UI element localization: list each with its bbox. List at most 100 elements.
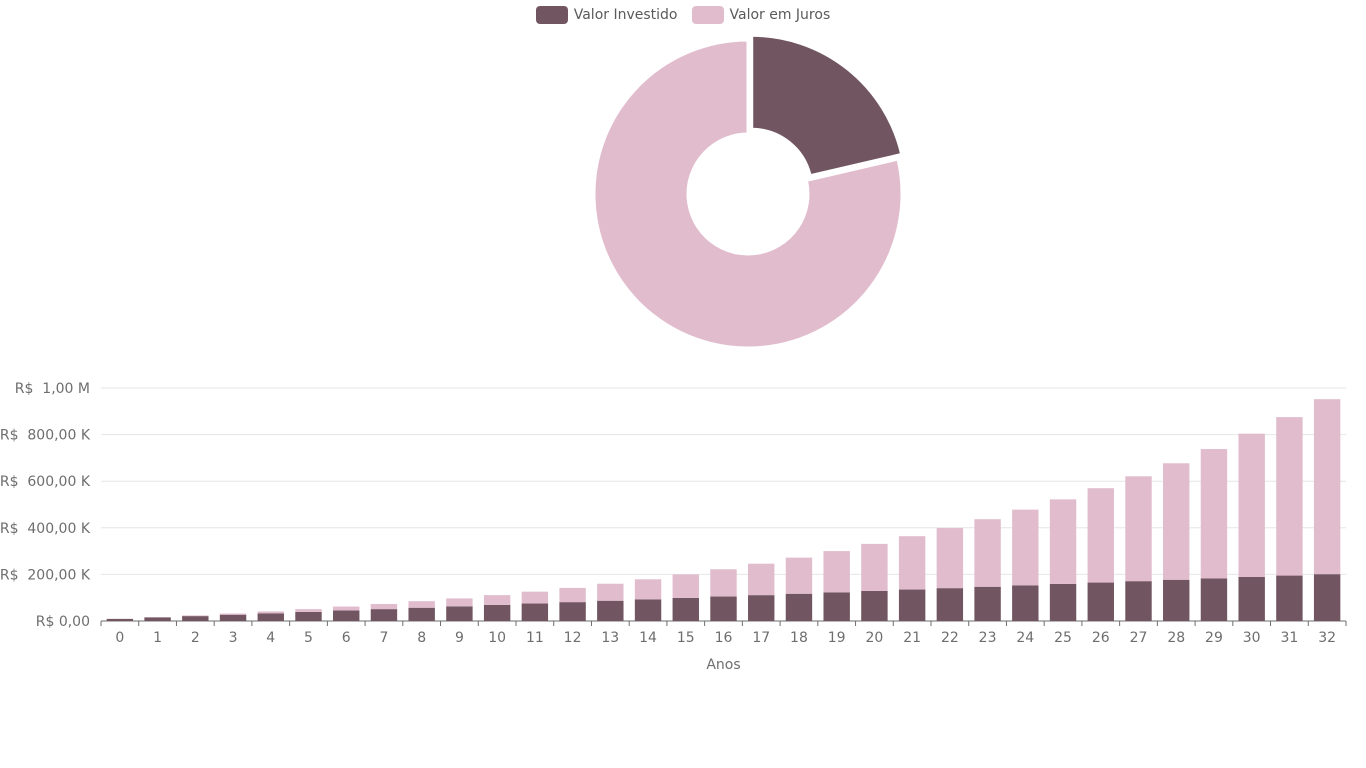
bar-valor-investido[interactable] [974,586,1001,621]
legend-item-valor-investido[interactable]: Valor Investido [535,6,678,24]
x-tick-label: 2 [191,630,200,646]
bar-valor-em-juros[interactable] [1276,417,1303,576]
bar-valor-em-juros[interactable] [483,595,511,605]
bar-valor-investido[interactable] [672,597,699,621]
x-tick-label: 13 [601,630,619,646]
bar-valor-investido[interactable] [710,596,737,621]
bar-valor-investido[interactable] [785,593,813,621]
donut-chart [592,33,904,350]
bar-valor-investido[interactable] [521,603,549,621]
bar-valor-investido[interactable] [1049,583,1077,621]
x-tick-label: 10 [488,630,506,646]
x-tick-label: 31 [1280,630,1298,646]
bar-valor-em-juros[interactable] [974,519,1001,587]
bar-valor-em-juros[interactable] [1125,476,1152,582]
bar-valor-investido[interactable] [861,590,888,621]
bar-valor-investido[interactable] [333,610,360,621]
bar-valor-em-juros[interactable] [672,574,699,598]
legend-label-valor-investido: Valor Investido [573,7,678,23]
bar-valor-em-juros[interactable] [861,543,888,591]
bar-valor-em-juros[interactable] [333,606,360,611]
x-tick-label: 23 [979,630,997,646]
bar-valor-em-juros[interactable] [182,615,209,617]
bar-valor-em-juros[interactable] [710,569,737,597]
x-tick-label: 28 [1167,630,1185,646]
bar-valor-investido[interactable] [1238,576,1265,621]
bar-valor-investido[interactable] [559,602,586,621]
bar-valor-investido[interactable] [182,616,209,621]
y-tick-label: R$ 1,00 M [15,381,90,397]
bar-valor-em-juros[interactable] [748,563,775,596]
bar-valor-investido[interactable] [748,595,775,621]
bar-valor-em-juros[interactable] [1313,399,1341,575]
x-tick-label: 16 [715,630,733,646]
x-tick-label: 24 [1016,630,1034,646]
bar-valor-investido[interactable] [1200,578,1228,621]
bar-valor-em-juros[interactable] [785,557,813,594]
donut-slice-valor-em-juros[interactable] [592,38,904,350]
x-tick-label: 7 [379,630,388,646]
x-tick-label: 25 [1054,630,1072,646]
bar-valor-investido[interactable] [1012,585,1039,621]
x-axis-title: Anos [706,657,740,673]
bar-valor-investido[interactable] [1313,574,1341,621]
x-tick-label: 32 [1318,630,1336,646]
bar-valor-investido[interactable] [408,607,435,621]
bar-valor-em-juros[interactable] [1012,509,1039,586]
chart-legend: Valor Investido Valor em Juros [0,4,1366,26]
x-tick-label: 27 [1130,630,1148,646]
bar-valor-investido[interactable] [483,604,511,621]
bar-valor-em-juros[interactable] [521,591,549,604]
bar-valor-investido[interactable] [936,588,964,621]
donut-slice-valor-investido[interactable] [750,33,904,178]
bar-valor-em-juros[interactable] [1049,499,1077,584]
bar-valor-em-juros[interactable] [823,551,850,593]
bar-valor-investido[interactable] [446,606,473,621]
x-tick-label: 3 [229,630,238,646]
bar-valor-em-juros[interactable] [219,613,247,615]
x-tick-label: 14 [639,630,657,646]
y-tick-label: R$ 400,00 K [0,521,91,537]
bar-valor-investido[interactable] [1087,582,1114,621]
x-tick-label: 8 [417,630,426,646]
y-tick-label: R$ 600,00 K [0,474,91,490]
x-tick-label: 1 [153,630,162,646]
bar-valor-em-juros[interactable] [936,528,964,589]
bar-valor-investido[interactable] [257,613,284,621]
bar-valor-em-juros[interactable] [1200,449,1228,579]
bar-valor-investido[interactable] [1276,575,1303,621]
y-tick-label: R$ 0,00 [36,614,90,630]
bar-valor-em-juros[interactable] [898,536,926,590]
bar-valor-em-juros[interactable] [257,611,284,614]
bar-valor-em-juros[interactable] [634,579,662,600]
bar-valor-investido[interactable] [634,599,662,621]
bar-valor-investido[interactable] [370,609,398,621]
bar-valor-investido[interactable] [1125,581,1152,621]
bar-valor-em-juros[interactable] [559,587,586,603]
bar-valor-em-juros[interactable] [597,583,624,601]
x-tick-label: 11 [526,630,544,646]
bar-valor-investido[interactable] [144,617,171,621]
legend-swatch-valor-em-juros [691,6,724,24]
bar-valor-investido[interactable] [823,592,850,621]
bar-valor-investido[interactable] [898,589,926,621]
bar-valor-investido[interactable] [295,611,322,621]
x-tick-label: 30 [1243,630,1261,646]
bar-valor-em-juros[interactable] [408,601,435,608]
bar-valor-em-juros[interactable] [446,598,473,607]
legend-item-valor-em-juros[interactable]: Valor em Juros [691,6,831,24]
bar-valor-investido[interactable] [219,614,247,621]
bar-valor-investido[interactable] [597,600,624,621]
bar-valor-em-juros[interactable] [370,603,398,610]
x-tick-label: 20 [865,630,883,646]
legend-label-valor-em-juros: Valor em Juros [729,7,831,23]
bar-valor-em-juros[interactable] [1087,488,1114,583]
bar-valor-em-juros[interactable] [1163,463,1190,580]
bar-valor-em-juros[interactable] [1238,433,1265,577]
bar-valor-investido[interactable] [1163,579,1190,621]
bar-valor-em-juros[interactable] [295,609,322,612]
legend-swatch-valor-investido [535,6,568,24]
y-tick-label: R$ 800,00 K [0,428,91,444]
bar-valor-investido[interactable] [106,618,134,621]
x-tick-label: 15 [677,630,695,646]
